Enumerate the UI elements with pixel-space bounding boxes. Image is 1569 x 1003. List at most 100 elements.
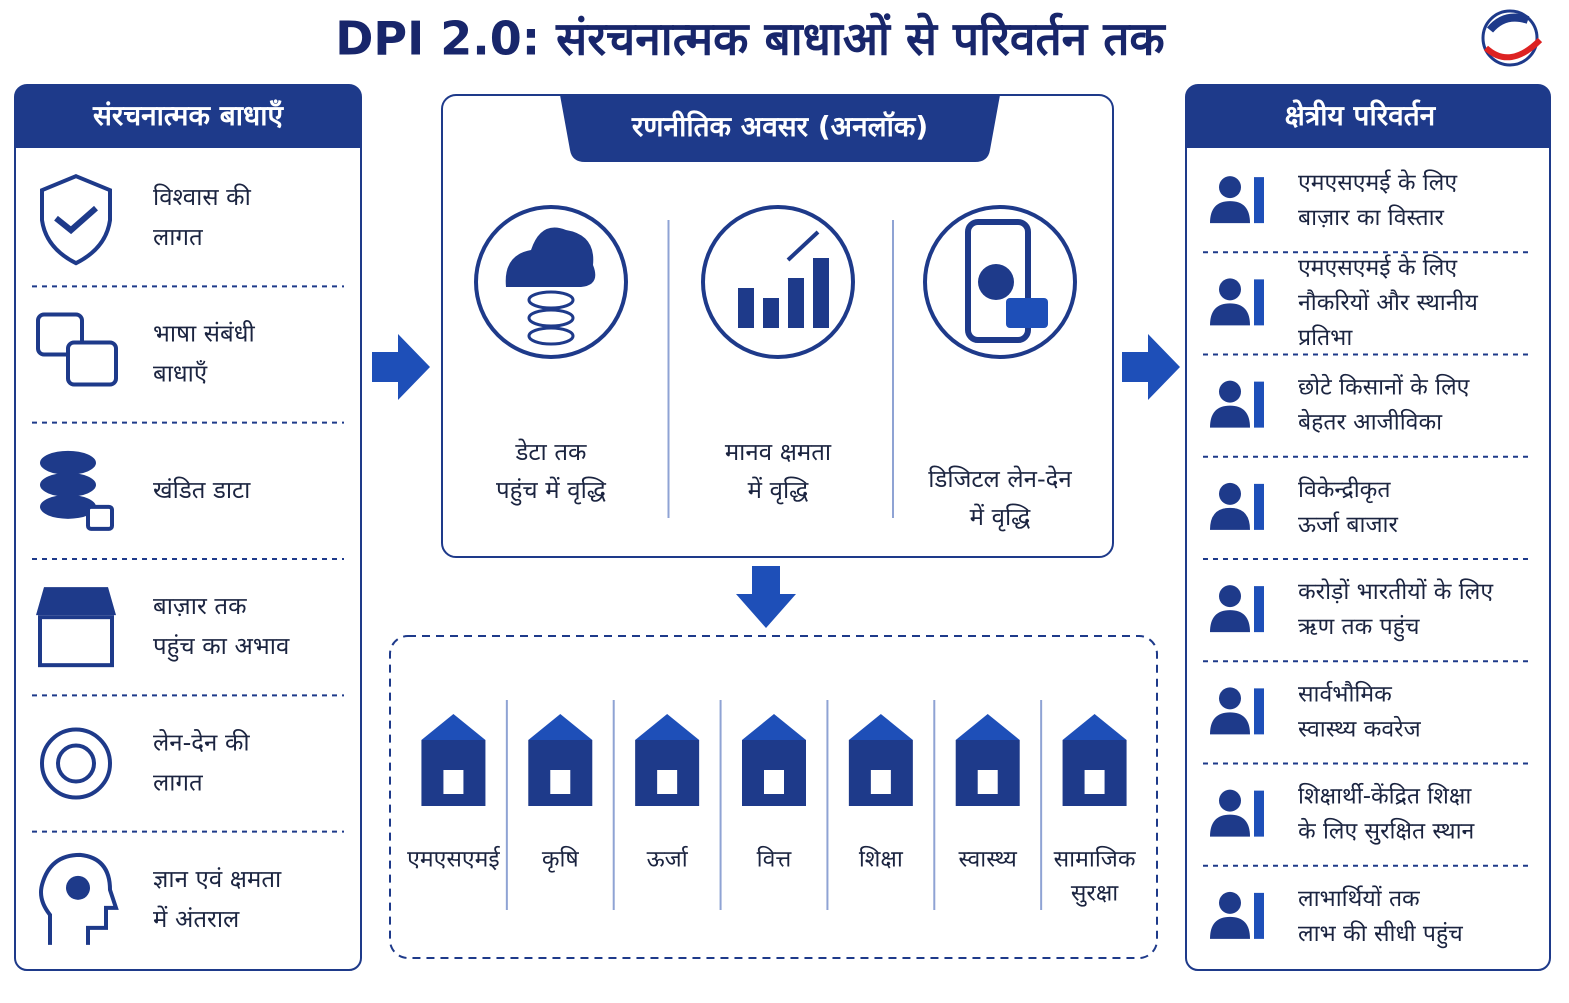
icon-shape — [527, 290, 575, 310]
sector-icon — [528, 714, 593, 806]
opportunity-label: में वृद्धि — [748, 476, 810, 505]
opportunities-heading: रणनीतिक अवसर (अनलॉक) — [631, 110, 928, 143]
barriers-header — [15, 85, 361, 148]
sector-label: स्वास्थ्य — [959, 847, 1018, 873]
sector-icon — [955, 714, 1020, 806]
transformation-label: सार्वभौमिक — [1298, 680, 1393, 707]
icon — [36, 587, 116, 668]
transformation-label: शिक्षार्थी-केंद्रित शिक्षा — [1298, 783, 1472, 810]
icon-shape — [1210, 303, 1250, 326]
icon-shape — [978, 264, 1014, 300]
icon-shape — [738, 288, 754, 328]
icon-shape — [1210, 507, 1250, 530]
icon-shape — [813, 258, 829, 328]
icon-shape — [36, 587, 116, 616]
transformations-header — [1186, 85, 1550, 148]
opportunity-label: पहुंच में वृद्धि — [496, 476, 607, 506]
icon-shape — [1254, 381, 1264, 428]
barrier-label: लेन-देन की — [153, 729, 250, 757]
transformation-label: विकेन्द्रीकृत — [1298, 476, 1391, 504]
opportunity-label: डेटा तक — [515, 438, 587, 466]
transformation-label: लाभार्थियों तक — [1298, 885, 1421, 912]
sector-label: एमएसएमई — [407, 846, 501, 873]
icon-shape — [1219, 176, 1241, 199]
icon-shape — [1254, 177, 1264, 224]
icon — [1210, 482, 1264, 530]
barriers-heading: संरचनात्मक बाधाएँ — [92, 99, 285, 132]
arrow-right — [372, 334, 430, 400]
sector-label: सुरक्षा — [1071, 881, 1119, 908]
arrow-right — [1122, 334, 1180, 400]
icon-shape — [40, 727, 112, 800]
transformation-label: छोटे किसानों के लिए — [1298, 374, 1471, 401]
sector-label: ऊर्जा — [647, 846, 689, 873]
icon-shape — [54, 205, 98, 235]
sector-label: सामाजिक — [1054, 846, 1137, 873]
icon-shape — [66, 875, 90, 900]
icon-shape — [635, 714, 700, 740]
icon-shape — [1219, 585, 1241, 608]
icon — [1210, 687, 1264, 735]
icon-shape — [1254, 279, 1264, 326]
transformation-label: ऋण तक पहुंच — [1298, 614, 1420, 642]
icon-shape — [527, 326, 575, 346]
icon-shape — [421, 714, 486, 740]
icon-shape — [657, 770, 678, 794]
opportunities-header — [560, 95, 1000, 162]
icon — [40, 174, 112, 266]
icon-shape — [66, 340, 118, 387]
icon-shape — [955, 714, 1020, 740]
transformation-label: एमएसएमई के लिए — [1298, 169, 1458, 196]
sector-label: वित्त — [757, 846, 793, 873]
transformation-label: एमएसएमई के लिए — [1298, 254, 1458, 281]
barrier-label: खंडित डाटा — [153, 476, 251, 504]
icon — [36, 312, 118, 387]
icon-shape — [56, 743, 96, 784]
icon — [1210, 380, 1264, 428]
icon-shape — [742, 714, 806, 740]
icon — [1210, 789, 1264, 837]
icon-shape — [1084, 770, 1105, 794]
icon-shape — [1254, 688, 1264, 735]
transformation-label: स्वास्थ्य कवरेज — [1298, 715, 1422, 742]
icon-shape — [1006, 298, 1048, 328]
icon-shape — [40, 450, 96, 475]
icon-shape — [40, 494, 96, 519]
icon-shape — [1062, 714, 1127, 740]
icon-shape — [848, 714, 913, 740]
barrier-label: ज्ञान एवं क्षमता — [153, 865, 282, 893]
icon-shape — [1219, 891, 1241, 914]
sector-icon — [635, 714, 700, 806]
icon-shape — [527, 308, 575, 328]
barrier-label: बाधाएँ — [153, 360, 208, 388]
transformation-label: बेहतर आजीविका — [1298, 409, 1443, 436]
sector-label: शिक्षा — [859, 846, 904, 873]
barrier-label: में अंतराल — [153, 905, 240, 933]
icon-shape — [40, 472, 96, 497]
icon-shape — [443, 770, 464, 794]
icon-shape — [1210, 201, 1250, 224]
barrier-label: बाज़ार तक — [153, 592, 247, 620]
icon-shape — [550, 770, 571, 794]
icon-shape — [763, 298, 779, 328]
icon-shape — [870, 770, 891, 794]
barrier-label: पहुंच का अभाव — [153, 632, 290, 662]
transformation-label: नौकरियों और स्थानीय — [1298, 289, 1478, 316]
sector-icon — [1062, 714, 1127, 806]
icon-shape — [1254, 790, 1264, 837]
icon-shape — [1219, 789, 1241, 812]
logo — [1481, 9, 1543, 67]
barrier-label: भाषा संबंधी — [153, 320, 255, 348]
sector-icon — [421, 714, 486, 806]
icon-shape — [1254, 892, 1264, 939]
icon-shape — [1254, 586, 1264, 633]
icon-shape — [39, 852, 119, 945]
sector-icon — [742, 714, 806, 806]
icon-shape — [788, 278, 804, 328]
icon-shape — [1219, 687, 1241, 710]
icon-shape — [1210, 916, 1250, 939]
transformations-heading: क्षेत्रीय परिवर्तन — [1285, 99, 1437, 132]
icon-shape — [1210, 610, 1250, 633]
transformation-label: बाज़ार का विस्तार — [1298, 204, 1445, 231]
